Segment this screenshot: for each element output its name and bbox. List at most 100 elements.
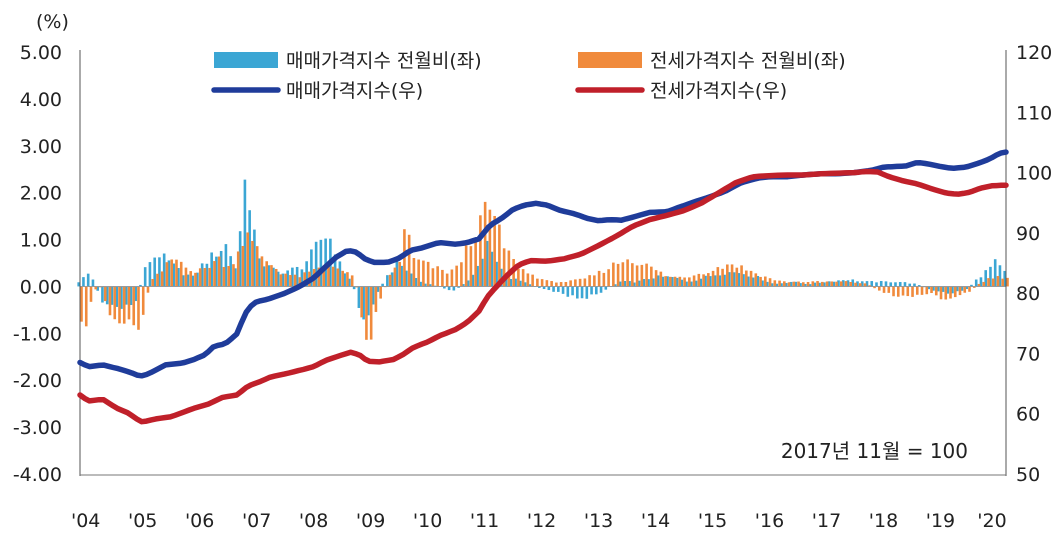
x-tick-label: '17: [812, 510, 841, 532]
jeonse-change-bar: [217, 256, 221, 287]
sale-change-bar: [680, 279, 684, 287]
sale-change-bar: [191, 275, 194, 287]
legend-swatch: [578, 52, 642, 68]
sale-change-bar: [177, 268, 180, 287]
jeonse-change-bar: [436, 266, 439, 287]
sale-change-bar: [167, 260, 171, 287]
sale-change-bar: [200, 263, 204, 287]
jeonse-change-bar: [517, 268, 520, 287]
jeonse-change-bar: [132, 286, 136, 326]
jeonse-change-bar: [350, 275, 354, 287]
right-tick-label: 110: [1016, 102, 1052, 124]
sale-change-bar: [799, 283, 802, 287]
jeonse-change-bar: [203, 267, 207, 287]
right-axis-ticks: 120 110 100 90 80 70 60 50: [1016, 42, 1052, 486]
sale-change-bar: [932, 286, 935, 291]
jeonse-change-bar: [341, 270, 344, 287]
sale-change-bar: [162, 253, 166, 287]
sale-change-bar: [784, 282, 788, 287]
jeonse-change-bar: [915, 286, 919, 295]
sale-change-bar: [628, 281, 631, 287]
sale-change-bar: [210, 252, 213, 287]
sale-change-bar: [713, 275, 717, 287]
sale-change-bar: [86, 273, 90, 287]
sale-change-bar: [205, 263, 209, 287]
sale-change-bar: [338, 261, 342, 287]
jeonse-change-bar: [688, 277, 691, 287]
sale-change-bar: [462, 284, 465, 287]
sale-change-bar: [898, 282, 902, 287]
sale-change-bar: [400, 265, 403, 287]
sale-change-bar: [913, 283, 916, 287]
jeonse-change-bar: [255, 246, 259, 287]
jeonse-change-bar: [640, 264, 644, 287]
sale-change-bar: [504, 278, 508, 287]
jeonse-change-bar: [270, 265, 273, 287]
sale-change-bar: [528, 284, 532, 287]
x-tick-label: '07: [242, 510, 271, 532]
sale-change-bar: [789, 281, 793, 287]
jeonse-change-bar: [778, 280, 781, 287]
left-tick-label: -1.00: [13, 323, 62, 345]
x-tick-label: '19: [926, 510, 955, 532]
jeonse-change-bar: [236, 251, 240, 287]
sale-change-bar: [723, 274, 726, 287]
sale-change-bar: [614, 284, 617, 287]
left-tick-label: 3.00: [20, 136, 62, 158]
jeonse-change-bar: [968, 286, 971, 292]
x-tick-label: '04: [71, 510, 100, 532]
jeonse-change-bar: [498, 224, 501, 287]
sale-change-bar: [538, 286, 541, 288]
sale-change-bar: [936, 286, 940, 292]
jeonse-change-bar: [536, 278, 539, 287]
sale-change-bar: [903, 282, 907, 287]
sale-change-bar: [642, 279, 646, 287]
sale-change-bar: [229, 256, 232, 287]
jeonse-change-bar: [388, 274, 392, 287]
jeonse-change-bar: [559, 282, 563, 287]
jeonse-change-bar: [612, 262, 615, 287]
left-tick-label: -3.00: [13, 417, 62, 439]
jeonse-change-bar: [322, 267, 325, 287]
jeonse-change-bar: [493, 215, 496, 287]
x-tick-label: '14: [641, 510, 670, 532]
jeonse-change-bar: [279, 274, 283, 287]
jeonse-change-bar: [972, 286, 976, 288]
jeonse-change-bar: [1006, 277, 1009, 287]
jeonse-change-bar: [616, 263, 620, 287]
sale-change-bar: [115, 286, 118, 307]
jeonse-change-bar: [184, 267, 188, 287]
jeonse-change-bar: [137, 286, 140, 330]
sale-change-bar: [267, 265, 270, 287]
sale-change-bar: [780, 283, 783, 287]
jeonse-change-bar: [996, 276, 1000, 287]
sale-change-bar: [428, 284, 432, 287]
jeonse-change-bar: [165, 262, 169, 287]
jeonse-change-bar: [379, 286, 382, 299]
jeonse-change-bar: [953, 286, 957, 298]
sale-change-bar: [856, 281, 859, 287]
sale-change-bar: [761, 280, 764, 287]
sale-change-bar: [917, 285, 921, 287]
sale-change-bar: [927, 286, 931, 290]
index-lines: [77, 149, 1009, 425]
sale-change-bar: [148, 262, 152, 287]
sale-change-bar: [485, 240, 489, 287]
sale-change-bar: [647, 279, 650, 287]
sale-change-bar: [827, 281, 831, 287]
jeonse-change-bar: [939, 286, 943, 300]
sale-change-bar: [286, 270, 289, 287]
sale-change-bar: [637, 280, 641, 287]
sale-change-bar: [571, 286, 574, 296]
jeonse-change-bar: [118, 286, 121, 324]
sale-change-bar: [447, 286, 451, 291]
jeonse-change-bar: [175, 259, 178, 287]
sale-change-bar: [134, 286, 137, 302]
jeonse-change-bar: [550, 281, 553, 287]
legend-label: 매매가격지수 전월비(좌): [286, 50, 482, 72]
jeonse-change-bar: [84, 286, 88, 327]
sale-change-bar: [604, 286, 608, 290]
sale-change-bar: [352, 286, 356, 290]
sale-change-bar: [580, 286, 584, 299]
